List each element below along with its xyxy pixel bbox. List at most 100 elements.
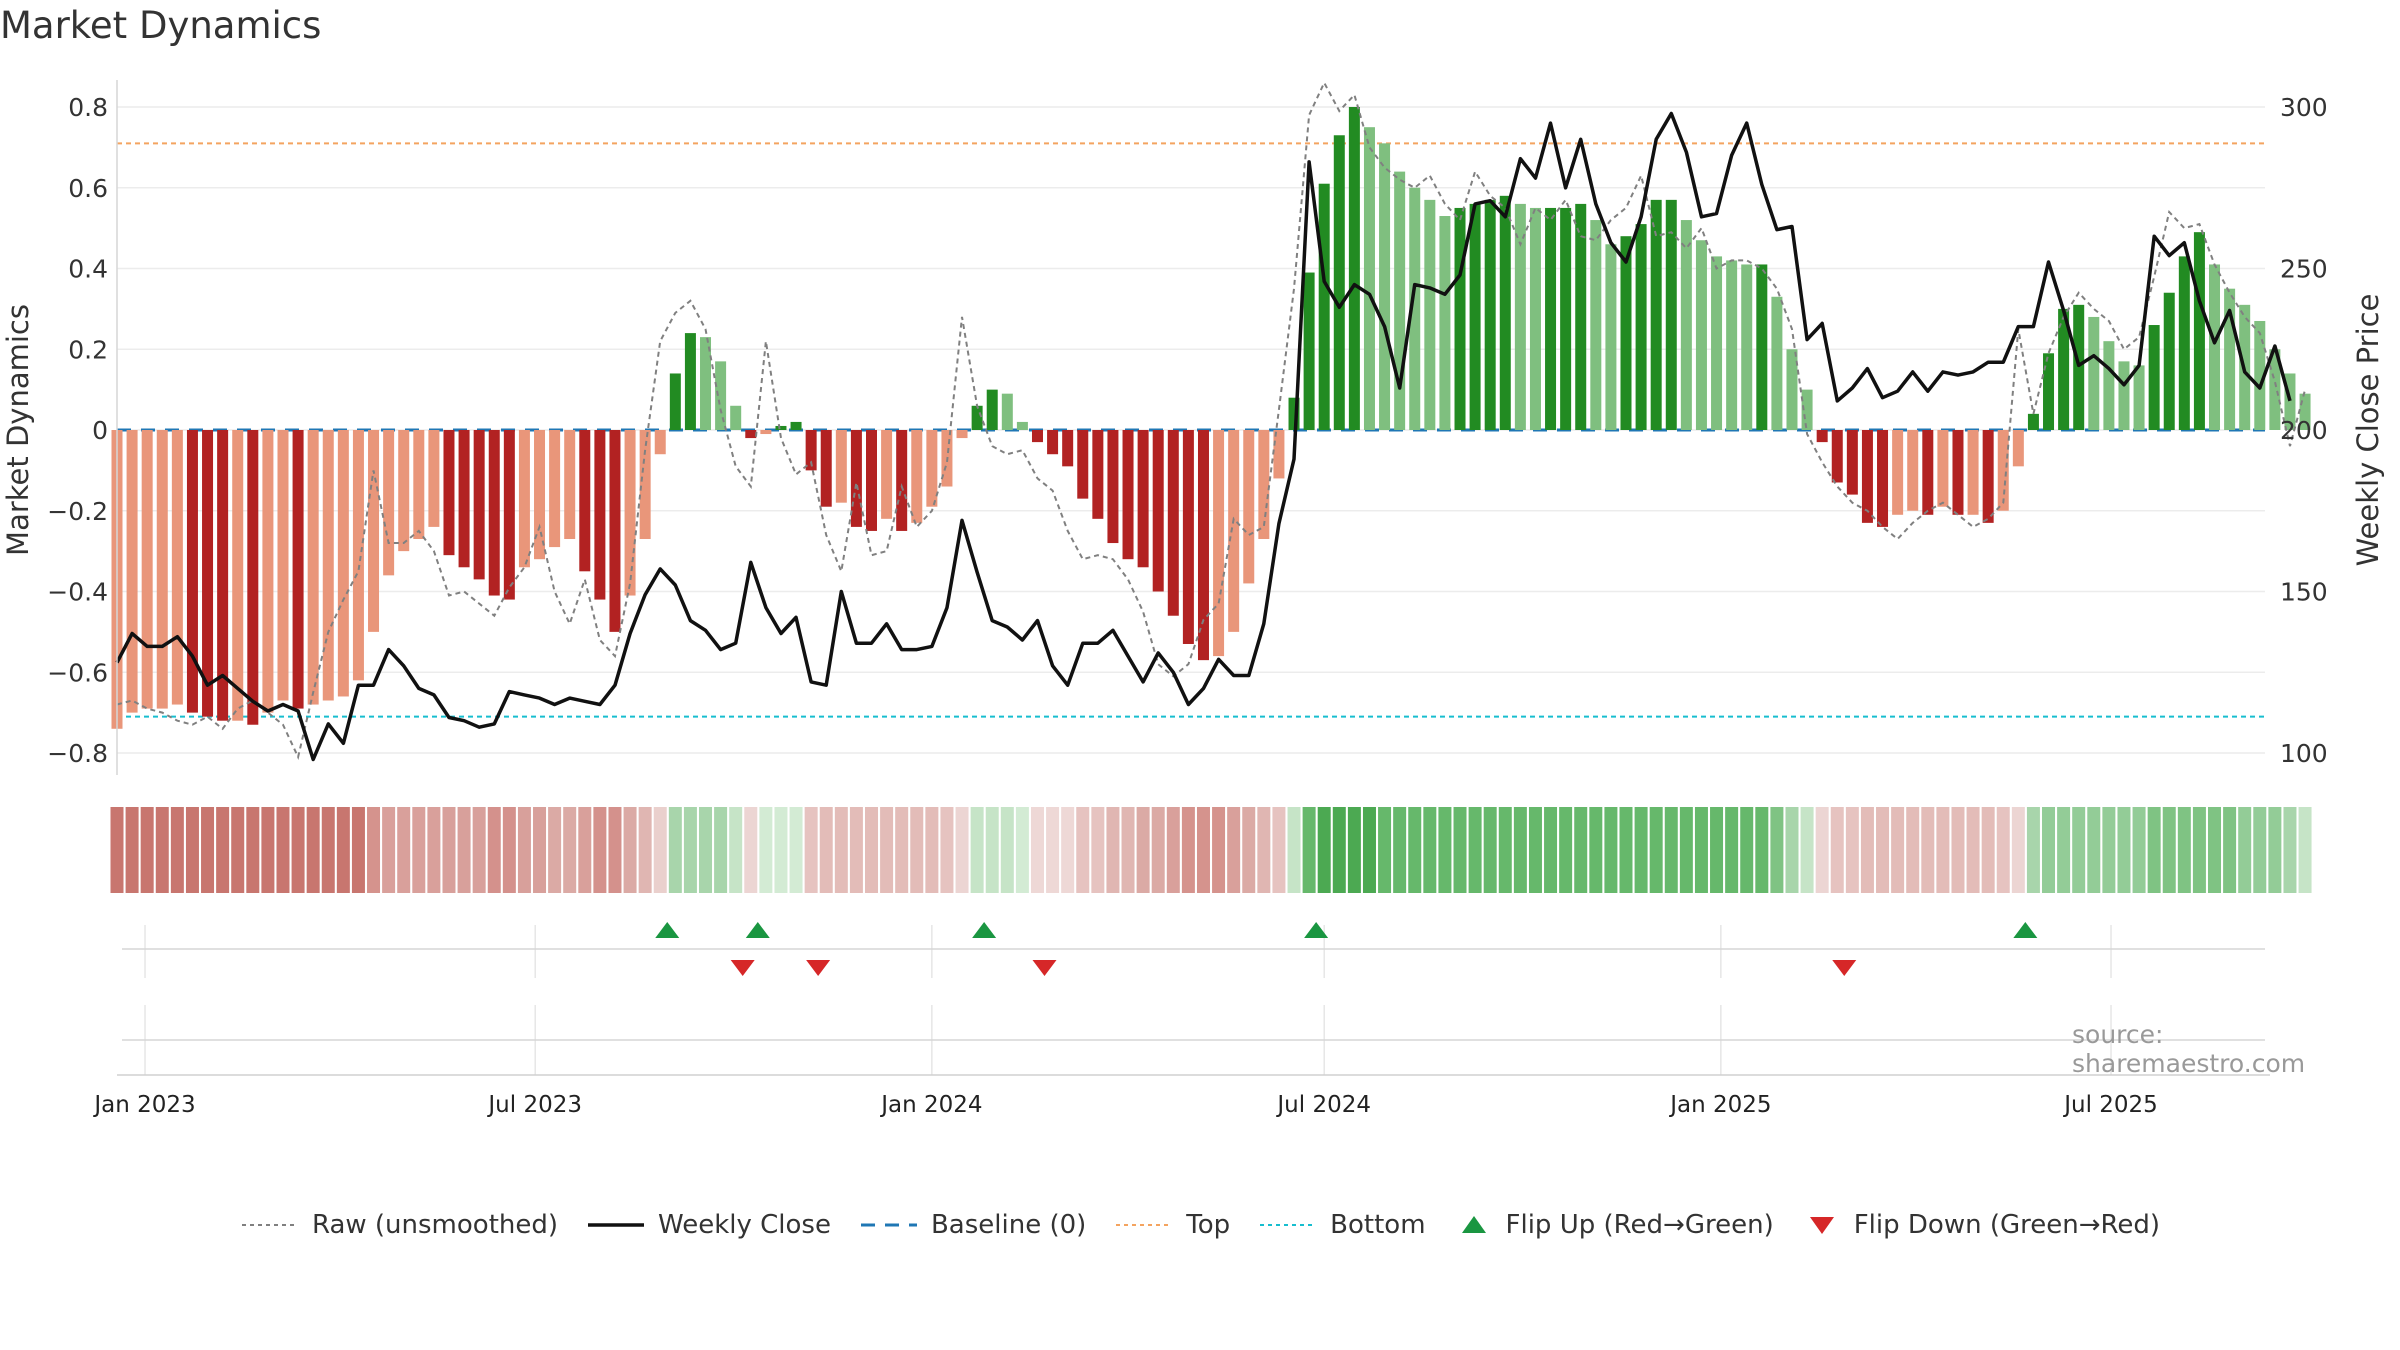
ribbon-cell [1740, 807, 1754, 893]
dynamics-bar [2012, 430, 2024, 467]
dynamics-bar [2193, 232, 2205, 430]
empty-panel [122, 1005, 2265, 1075]
ribbon-cell [955, 807, 969, 893]
x-tick-label: Jan 2025 [1668, 1092, 1771, 1118]
dynamics-bar [2058, 308, 2070, 430]
y-axis-label-left: Market Dynamics [1, 304, 35, 556]
ribbon-cell [789, 807, 803, 893]
ribbon-cell [1136, 807, 1150, 893]
ribbon-cell [2147, 807, 2161, 893]
dynamics-bar [1303, 272, 1315, 430]
dynamics-bar [2299, 393, 2311, 430]
ribbon-cell [2102, 807, 2116, 893]
dynamics-bar [1877, 430, 1889, 527]
dynamics-bar [1786, 349, 1798, 430]
ribbon-cell [1483, 807, 1497, 893]
dynamics-bar [1997, 430, 2009, 511]
dynamics-bar [1726, 260, 1738, 430]
dynamics-bar [1831, 430, 1843, 483]
legend-label-baseline: Baseline (0) [930, 1210, 1087, 1240]
triangle-up-icon [1461, 1216, 1486, 1233]
legend: Raw (unsmoothed) Weekly Close Baseline (… [0, 1210, 2400, 1240]
y-tick-label-right: 150 [2280, 578, 2328, 607]
dynamics-bar [1575, 203, 1587, 430]
x-tick-label: Jul 2024 [1275, 1092, 1371, 1118]
ribbon-cell [2223, 807, 2237, 893]
legend-item-raw: Raw (unsmoothed) [240, 1210, 558, 1240]
ribbon-cell [1378, 807, 1392, 893]
dynamics-bar [1665, 199, 1677, 430]
dynamics-bar [1107, 430, 1119, 544]
ribbon-cell [1453, 807, 1467, 893]
ribbon-cell [1800, 807, 1814, 893]
ribbon-cell [1181, 807, 1195, 893]
legend-label-bottom: Bottom [1330, 1210, 1426, 1240]
ribbon-cell [563, 807, 577, 893]
dynamics-bar [1605, 244, 1617, 430]
ribbon-cell [472, 807, 486, 893]
ribbon-cell [1951, 807, 1965, 893]
ribbon-cell [925, 807, 939, 893]
ribbon-cell [1966, 807, 1980, 893]
dynamics-bar [1348, 107, 1360, 430]
legend-item-flip-down: Flip Down (Green→Red) [1802, 1210, 2160, 1240]
dynamics-bar [1213, 430, 1225, 657]
regime-ribbon [110, 807, 2312, 893]
ribbon-cell [1860, 807, 1874, 893]
solid-black-line-icon [588, 1223, 645, 1227]
ribbon-cell [1393, 807, 1407, 893]
ribbon-cell [261, 807, 275, 893]
dynamics-bar [1424, 199, 1436, 430]
dynamics-bar [669, 373, 681, 430]
dynamics-bar [1182, 430, 1194, 644]
dynamics-bar [1062, 430, 1074, 467]
dynamics-bar [534, 430, 546, 560]
triangle-down-icon [1809, 1217, 1834, 1234]
dynamics-bar [594, 430, 606, 600]
dynamics-bar [1243, 430, 1255, 584]
dynamics-bar [1197, 430, 1209, 661]
dynamics-bar [2118, 361, 2130, 430]
ribbon-cell [1544, 807, 1558, 893]
ribbon-cell [1891, 807, 1905, 893]
dynamics-bar [1771, 296, 1783, 430]
dynamics-bar [1816, 430, 1828, 443]
ribbon-cell [2192, 807, 2206, 893]
ribbon-cell [110, 807, 124, 893]
ribbon-cell [457, 807, 471, 893]
y-tick-label-left: 0.2 [68, 335, 108, 364]
legend-label-top: Top [1186, 1210, 1231, 1240]
ribbon-cell [1710, 807, 1724, 893]
ribbon-cell [2298, 807, 2312, 893]
ribbon-cell [1981, 807, 1995, 893]
source-credit: source: sharemaestro.com [2072, 1020, 2306, 1078]
ribbon-cell [155, 807, 169, 893]
ribbon-cell [819, 807, 833, 893]
ribbon-cell [487, 807, 501, 893]
dynamics-bar [1047, 430, 1059, 455]
ribbon-cell [2026, 807, 2040, 893]
ribbon-cell [1151, 807, 1165, 893]
ribbon-cell [1121, 807, 1135, 893]
ribbon-cell [683, 807, 697, 893]
dynamics-bar [2163, 292, 2175, 430]
ribbon-cell [517, 807, 531, 893]
dynamics-bars [111, 107, 2311, 729]
dynamics-bar [1001, 393, 1013, 430]
ribbon-cell [2208, 807, 2222, 893]
dynamics-bar [473, 430, 485, 580]
y-tick-label-left: −0.4 [47, 578, 108, 607]
ribbon-cell [1755, 807, 1769, 893]
ribbon-cell [2042, 807, 2056, 893]
dynamics-bar [684, 333, 696, 430]
ribbon-cell [2283, 807, 2297, 893]
dynamics-bar [458, 430, 470, 568]
dynamics-bar [1892, 430, 1904, 515]
dynamics-bar [2088, 316, 2100, 430]
ribbon-cell [1347, 807, 1361, 893]
dynamics-bar [896, 430, 908, 531]
dynamics-bar [1499, 195, 1511, 430]
legend-label-close: Weekly Close [658, 1210, 831, 1240]
flip-up-marker [2013, 922, 2038, 938]
legend-label-raw: Raw (unsmoothed) [311, 1210, 559, 1240]
